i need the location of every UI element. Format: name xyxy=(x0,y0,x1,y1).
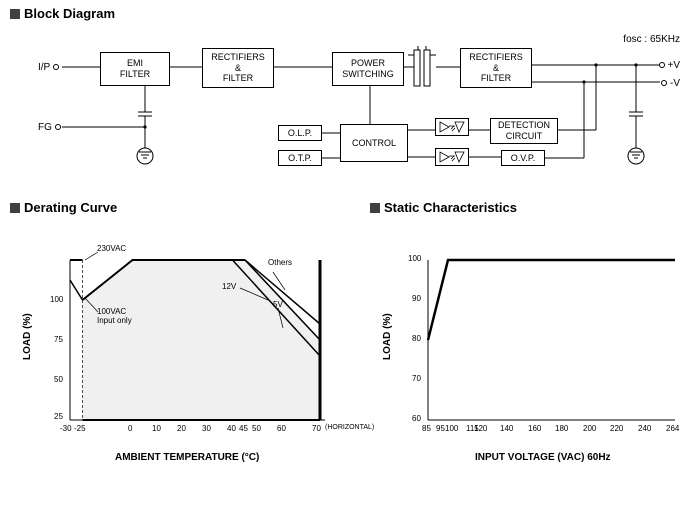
derating-title: Derating Curve xyxy=(10,200,117,215)
square-icon xyxy=(370,203,380,213)
annot-others: Others xyxy=(268,258,292,267)
wires xyxy=(0,0,700,190)
annot-12v: 12V xyxy=(222,282,236,291)
derating-svg xyxy=(30,240,340,440)
derating-chart: 25 50 75 100 -30 -25 0 10 20 30 40 45 50… xyxy=(30,240,340,480)
title-text: Static Characteristics xyxy=(384,200,517,215)
x-legend: (HORIZONTAL) xyxy=(325,424,374,431)
static-title: Static Characteristics xyxy=(370,200,517,215)
title-text: Derating Curve xyxy=(24,200,117,215)
static-ylabel: LOAD (%) xyxy=(382,313,393,360)
derating-xlabel: AMBIENT TEMPERATURE (°C) xyxy=(115,452,259,463)
static-xlabel: INPUT VOLTAGE (VAC) 60Hz xyxy=(475,452,611,463)
annot-230vac: 230VAC xyxy=(97,244,126,253)
annot-5v: 5V xyxy=(273,300,283,309)
annot-100vac: 100VAC Input only xyxy=(97,307,132,325)
static-chart: 60 70 80 90 100 85 95 100 115 120 140 16… xyxy=(390,240,685,480)
square-icon xyxy=(10,203,20,213)
static-svg xyxy=(390,240,685,440)
derating-ylabel: LOAD (%) xyxy=(22,313,33,360)
